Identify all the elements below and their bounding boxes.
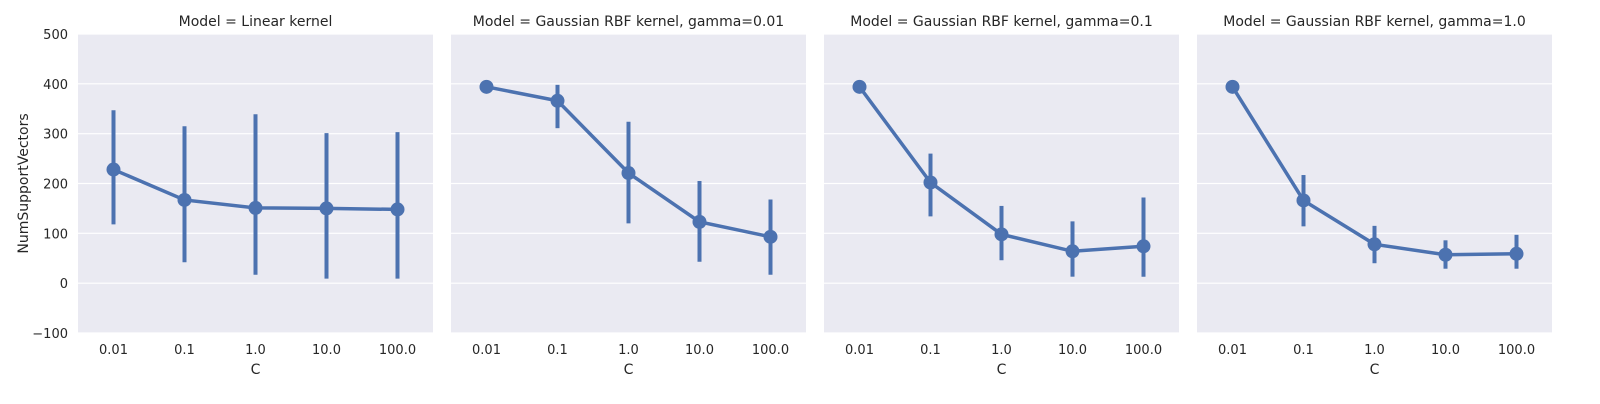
x-tick-label: 0.01: [845, 343, 874, 358]
data-point: [763, 229, 778, 244]
x-tick-label: 10.0: [1431, 343, 1460, 358]
data-point: [1509, 246, 1524, 261]
data-point: [1367, 237, 1382, 252]
x-tick-label: 0.1: [547, 343, 568, 358]
y-tick-label: 300: [43, 128, 68, 143]
y-tick-label: 500: [43, 28, 68, 43]
data-point: [1438, 247, 1453, 262]
x-tick-label: 0.01: [99, 343, 128, 358]
data-point: [923, 175, 938, 190]
x-tick-label: 0.1: [1293, 343, 1314, 358]
data-point: [550, 93, 565, 108]
data-point: [1136, 239, 1151, 254]
facet-title: Model = Gaussian RBF kernel, gamma=1.0: [1223, 14, 1526, 30]
data-point: [994, 227, 1009, 242]
x-tick-label: 1.0: [245, 343, 266, 358]
facet-title: Model = Linear kernel: [179, 14, 333, 30]
x-tick-label: 0.01: [472, 343, 501, 358]
data-point: [248, 200, 263, 215]
y-tick-label: 100: [43, 227, 68, 242]
x-axis-label: C: [251, 362, 261, 378]
x-tick-label: 10.0: [312, 343, 341, 358]
y-tick-label: 400: [43, 78, 68, 93]
y-tick-label: 200: [43, 178, 68, 193]
x-tick-label: 10.0: [1058, 343, 1087, 358]
facet-title: Model = Gaussian RBF kernel, gamma=0.01: [473, 14, 784, 30]
data-point: [1065, 244, 1080, 259]
x-tick-label: 0.1: [174, 343, 195, 358]
facet-title: Model = Gaussian RBF kernel, gamma=0.1: [850, 14, 1153, 30]
x-tick-label: 100.0: [379, 343, 416, 358]
x-axis-label: C: [1370, 362, 1380, 378]
x-tick-label: 1.0: [991, 343, 1012, 358]
y-axis-label: NumSupportVectors: [16, 113, 32, 253]
x-tick-label: 1.0: [618, 343, 639, 358]
data-point: [852, 79, 867, 94]
x-tick-label: 1.0: [1364, 343, 1385, 358]
data-point: [479, 79, 494, 94]
y-tick-label: 0: [60, 277, 68, 292]
data-point: [390, 202, 405, 217]
x-axis-label: C: [624, 362, 634, 378]
x-tick-label: 10.0: [685, 343, 714, 358]
data-point: [692, 214, 707, 229]
x-tick-label: 0.1: [920, 343, 941, 358]
data-point: [1225, 79, 1240, 94]
data-point: [177, 192, 192, 207]
x-axis-label: C: [997, 362, 1007, 378]
y-tick-label: −100: [32, 327, 68, 342]
x-tick-label: 100.0: [752, 343, 789, 358]
data-point: [1296, 193, 1311, 208]
data-point: [621, 166, 636, 181]
x-tick-label: 100.0: [1498, 343, 1535, 358]
data-point: [106, 162, 121, 177]
data-point: [319, 201, 334, 216]
x-tick-label: 0.01: [1218, 343, 1247, 358]
x-tick-label: 100.0: [1125, 343, 1162, 358]
